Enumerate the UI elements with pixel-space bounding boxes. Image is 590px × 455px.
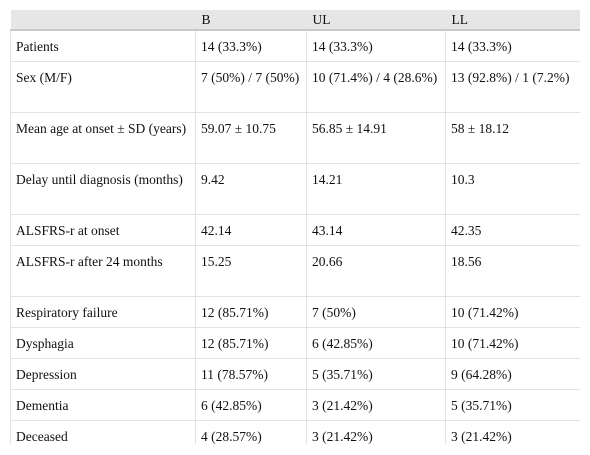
row-label: Respiratory failure xyxy=(10,296,196,328)
cell-ll: 10 (71.42%) xyxy=(445,327,580,359)
cell-ll: 14 (33.3%) xyxy=(445,29,580,62)
cell-ul: 20.66 xyxy=(306,245,446,297)
table-row: Respiratory failure 12 (85.71%) 7 (50%) … xyxy=(10,296,580,328)
table-row: Sex (M/F) 7 (50%) / 7 (50%) 10 (71.4%) /… xyxy=(10,61,580,113)
cell-ul: 14.21 xyxy=(306,163,446,215)
cell-ll: 9 (64.28%) xyxy=(445,358,580,390)
cell-ll: 5 (35.71%) xyxy=(445,389,580,421)
cell-ul: 7 (50%) xyxy=(306,296,446,328)
table-row: Mean age at onset ± SD (years) 59.07 ± 1… xyxy=(10,112,580,164)
table-row: Deceased 4 (28.57%) 3 (21.42%) 3 (21.42%… xyxy=(10,420,580,444)
cell-b: 59.07 ± 10.75 xyxy=(195,112,307,164)
cell-b: 15.25 xyxy=(195,245,307,297)
table-row: Dementia 6 (42.85%) 3 (21.42%) 5 (35.71%… xyxy=(10,389,580,421)
table-row: Depression 11 (78.57%) 5 (35.71%) 9 (64.… xyxy=(10,358,580,390)
table-row: Dysphagia 12 (85.71%) 6 (42.85%) 10 (71.… xyxy=(10,327,580,359)
header-cell-empty xyxy=(10,10,196,30)
cell-ul: 6 (42.85%) xyxy=(306,327,446,359)
cell-ul: 3 (21.42%) xyxy=(306,389,446,421)
table-row: Delay until diagnosis (months) 9.42 14.2… xyxy=(10,163,580,215)
cell-b: 12 (85.71%) xyxy=(195,327,307,359)
cell-ul: 14 (33.3%) xyxy=(306,29,446,62)
cell-b: 4 (28.57%) xyxy=(195,420,307,444)
row-label: Sex (M/F) xyxy=(10,61,196,113)
row-label: Mean age at onset ± SD (years) xyxy=(10,112,196,164)
cell-ll: 13 (92.8%) / 1 (7.2%) xyxy=(445,61,580,113)
header-cell-ul: UL xyxy=(306,10,446,30)
clinical-characteristics-table: B UL LL Patients 14 (33.3%) 14 (33.3%) 1… xyxy=(10,10,580,444)
cell-b: 6 (42.85%) xyxy=(195,389,307,421)
cell-ul: 56.85 ± 14.91 xyxy=(306,112,446,164)
row-label: Dysphagia xyxy=(10,327,196,359)
cell-ll: 3 (21.42%) xyxy=(445,420,580,444)
header-cell-ll: LL xyxy=(445,10,580,30)
table-header-row: B UL LL xyxy=(10,10,580,30)
cell-b: 12 (85.71%) xyxy=(195,296,307,328)
row-label: Delay until diagnosis (months) xyxy=(10,163,196,215)
cell-ll: 10.3 xyxy=(445,163,580,215)
table-row: Patients 14 (33.3%) 14 (33.3%) 14 (33.3%… xyxy=(10,29,580,62)
cell-b: 11 (78.57%) xyxy=(195,358,307,390)
cell-ll: 18.56 xyxy=(445,245,580,297)
table-row: ALSFRS-r after 24 months 15.25 20.66 18.… xyxy=(10,245,580,297)
cell-b: 9.42 xyxy=(195,163,307,215)
row-label: ALSFRS-r after 24 months xyxy=(10,245,196,297)
row-label: Dementia xyxy=(10,389,196,421)
row-label: ALSFRS-r at onset xyxy=(10,214,196,246)
cell-ll: 10 (71.42%) xyxy=(445,296,580,328)
row-label: Depression xyxy=(10,358,196,390)
row-label: Deceased xyxy=(10,420,196,444)
cell-ll: 42.35 xyxy=(445,214,580,246)
cell-ul: 43.14 xyxy=(306,214,446,246)
cell-b: 7 (50%) / 7 (50%) xyxy=(195,61,307,113)
cell-b: 42.14 xyxy=(195,214,307,246)
cell-ul: 10 (71.4%) / 4 (28.6%) xyxy=(306,61,446,113)
data-table-container: B UL LL Patients 14 (33.3%) 14 (33.3%) 1… xyxy=(10,10,580,444)
cell-ul: 3 (21.42%) xyxy=(306,420,446,444)
header-cell-b: B xyxy=(195,10,307,30)
row-label: Patients xyxy=(10,29,196,62)
table-row: ALSFRS-r at onset 42.14 43.14 42.35 xyxy=(10,214,580,246)
cell-b: 14 (33.3%) xyxy=(195,29,307,62)
cell-ll: 58 ± 18.12 xyxy=(445,112,580,164)
cell-ul: 5 (35.71%) xyxy=(306,358,446,390)
